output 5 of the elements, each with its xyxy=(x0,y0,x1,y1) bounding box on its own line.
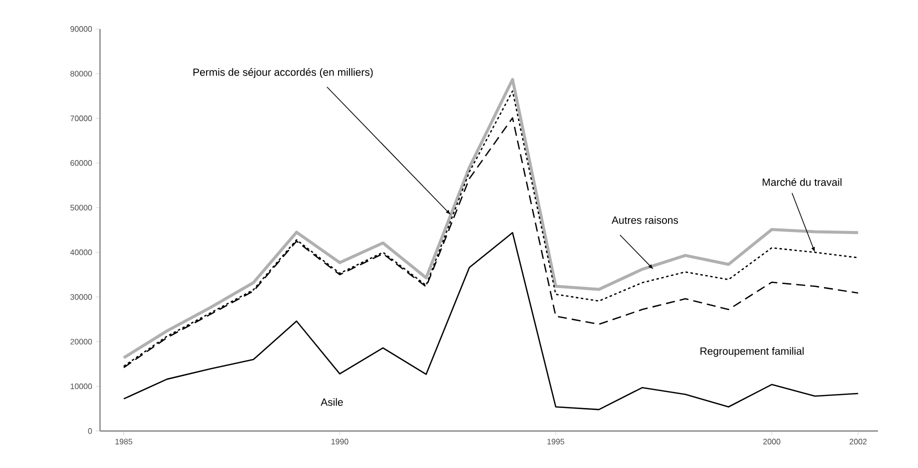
annotation: Regroupement familial xyxy=(700,347,804,357)
annotation: Permis de séjour accordés (en milliers) xyxy=(193,68,373,78)
annotation: Autres raisons xyxy=(612,216,678,224)
annotation: Marché du travail xyxy=(762,178,842,186)
annotation: Asile xyxy=(320,398,343,406)
